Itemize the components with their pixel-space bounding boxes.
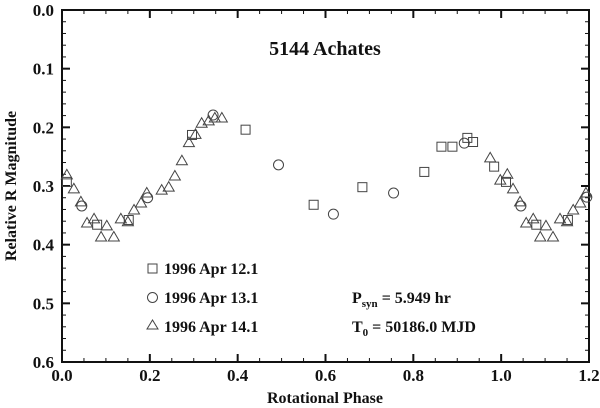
triangle-marker-icon xyxy=(546,230,560,242)
x-axis-title: Rotational Phase xyxy=(267,390,383,407)
square-marker-icon xyxy=(240,124,251,135)
triangle-marker-icon xyxy=(208,111,222,123)
triangle-marker-icon xyxy=(121,215,135,227)
square-marker-icon xyxy=(92,219,103,230)
square-marker-icon xyxy=(436,141,447,152)
triangle-marker-icon xyxy=(134,196,148,208)
y-tick-label: 0.5 xyxy=(33,294,54,313)
triangle-marker-icon xyxy=(513,195,527,207)
triangle-marker-icon xyxy=(500,167,514,179)
y-axis-title: Relative R Magnitude xyxy=(3,111,20,261)
triangle-marker-icon xyxy=(189,127,202,139)
triangle-marker-icon xyxy=(539,219,553,231)
legend-item-apr12: 1996 Apr 12.1 xyxy=(147,261,258,278)
legend-label: 1996 Apr 14.1 xyxy=(164,319,258,336)
triangle-marker-icon xyxy=(168,169,182,181)
triangle-marker-icon xyxy=(519,216,533,228)
x-tick-label: 0.2 xyxy=(139,366,160,385)
legend: 1996 Apr 12.1 1996 Apr 13.1 1996 Apr 14.… xyxy=(146,261,258,336)
triangle-marker-icon xyxy=(560,215,574,227)
epoch-annotation: T0 = 50186.0 MJD xyxy=(352,319,476,339)
triangle-marker-icon xyxy=(94,230,108,242)
square-marker-icon xyxy=(186,129,197,140)
period-annotation: Psyn = 5.949 hr xyxy=(352,290,451,310)
circle-marker-icon xyxy=(142,192,154,204)
square-marker-icon xyxy=(447,141,458,152)
triangle-marker-icon xyxy=(566,203,580,215)
circle-marker-icon xyxy=(207,109,219,121)
triangle-marker-icon xyxy=(67,182,81,194)
triangle-marker-icon xyxy=(533,230,547,242)
square-marker-icon xyxy=(357,182,368,193)
triangle-marker-icon xyxy=(215,111,229,123)
data-points xyxy=(60,109,593,242)
triangle-marker-icon xyxy=(195,116,209,128)
triangle-marker-icon xyxy=(127,203,141,215)
circle-marker-icon xyxy=(273,159,285,171)
x-tick-label: 0.0 xyxy=(51,366,72,385)
chart-title: 5144 Achates xyxy=(269,38,381,60)
circle-marker-icon xyxy=(147,292,158,303)
series-triangle xyxy=(60,111,593,242)
triangle-marker-icon xyxy=(107,230,121,242)
triangle-marker-icon xyxy=(140,186,154,198)
square-marker-icon xyxy=(147,263,158,274)
triangle-marker-icon xyxy=(114,212,128,224)
circle-marker-icon xyxy=(388,187,400,199)
x-tick-label: 0.4 xyxy=(227,366,249,385)
square-marker-icon xyxy=(61,176,72,187)
series-circle xyxy=(76,109,593,220)
y-tick-label: 0.0 xyxy=(33,1,54,20)
triangle-marker-icon xyxy=(553,212,567,224)
legend-label: 1996 Apr 12.1 xyxy=(164,261,258,278)
x-tick-label: 0.6 xyxy=(315,366,336,385)
circle-marker-icon xyxy=(458,137,470,149)
legend-label: 1996 Apr 13.1 xyxy=(164,290,258,307)
square-marker-icon xyxy=(489,161,500,172)
triangle-marker-icon xyxy=(493,173,507,185)
triangle-marker-icon xyxy=(526,212,540,224)
square-marker-icon xyxy=(531,219,542,230)
triangle-marker-icon xyxy=(74,195,88,207)
triangle-marker-icon xyxy=(506,182,520,194)
triangle-marker-icon xyxy=(146,319,159,330)
triangle-marker-icon xyxy=(579,186,593,198)
triangle-marker-icon xyxy=(483,151,497,163)
y-tick-label: 0.2 xyxy=(33,118,54,137)
square-marker-icon xyxy=(468,137,479,147)
y-tick-label: 0.3 xyxy=(33,177,54,196)
triangle-marker-icon xyxy=(573,196,587,208)
triangle-marker-icon xyxy=(80,216,94,228)
x-tick-label: 1.0 xyxy=(491,366,512,385)
triangle-marker-icon xyxy=(202,114,216,126)
y-axis-tick-labels: 0.0 0.1 0.2 0.3 0.4 0.5 0.6 xyxy=(33,1,55,372)
triangle-marker-icon xyxy=(87,212,101,224)
legend-item-apr13: 1996 Apr 13.1 xyxy=(147,290,258,307)
legend-item-apr14: 1996 Apr 14.1 xyxy=(146,319,258,336)
triangle-marker-icon xyxy=(175,154,189,166)
series-square xyxy=(61,124,573,230)
triangle-marker-icon xyxy=(100,219,114,231)
triangle-marker-icon xyxy=(155,183,169,195)
square-marker-icon xyxy=(419,166,430,177)
y-tick-label: 0.1 xyxy=(33,60,54,79)
y-tick-label: 0.6 xyxy=(33,353,54,372)
triangle-marker-icon xyxy=(60,168,74,180)
y-tick-label: 0.4 xyxy=(33,236,55,255)
square-marker-icon xyxy=(308,199,319,210)
circle-marker-icon xyxy=(327,208,339,220)
period-annotations: Psyn = 5.949 hr T0 = 50186.0 MJD xyxy=(352,290,476,339)
square-marker-icon xyxy=(500,176,511,187)
x-tick-label: 1.2 xyxy=(578,366,599,385)
triangle-marker-icon xyxy=(162,180,176,192)
triangle-marker-icon xyxy=(182,136,196,148)
x-tick-label: 0.8 xyxy=(403,366,424,385)
x-axis-tick-labels: 0.0 0.2 0.4 0.6 0.8 1.0 1.2 xyxy=(51,366,599,385)
